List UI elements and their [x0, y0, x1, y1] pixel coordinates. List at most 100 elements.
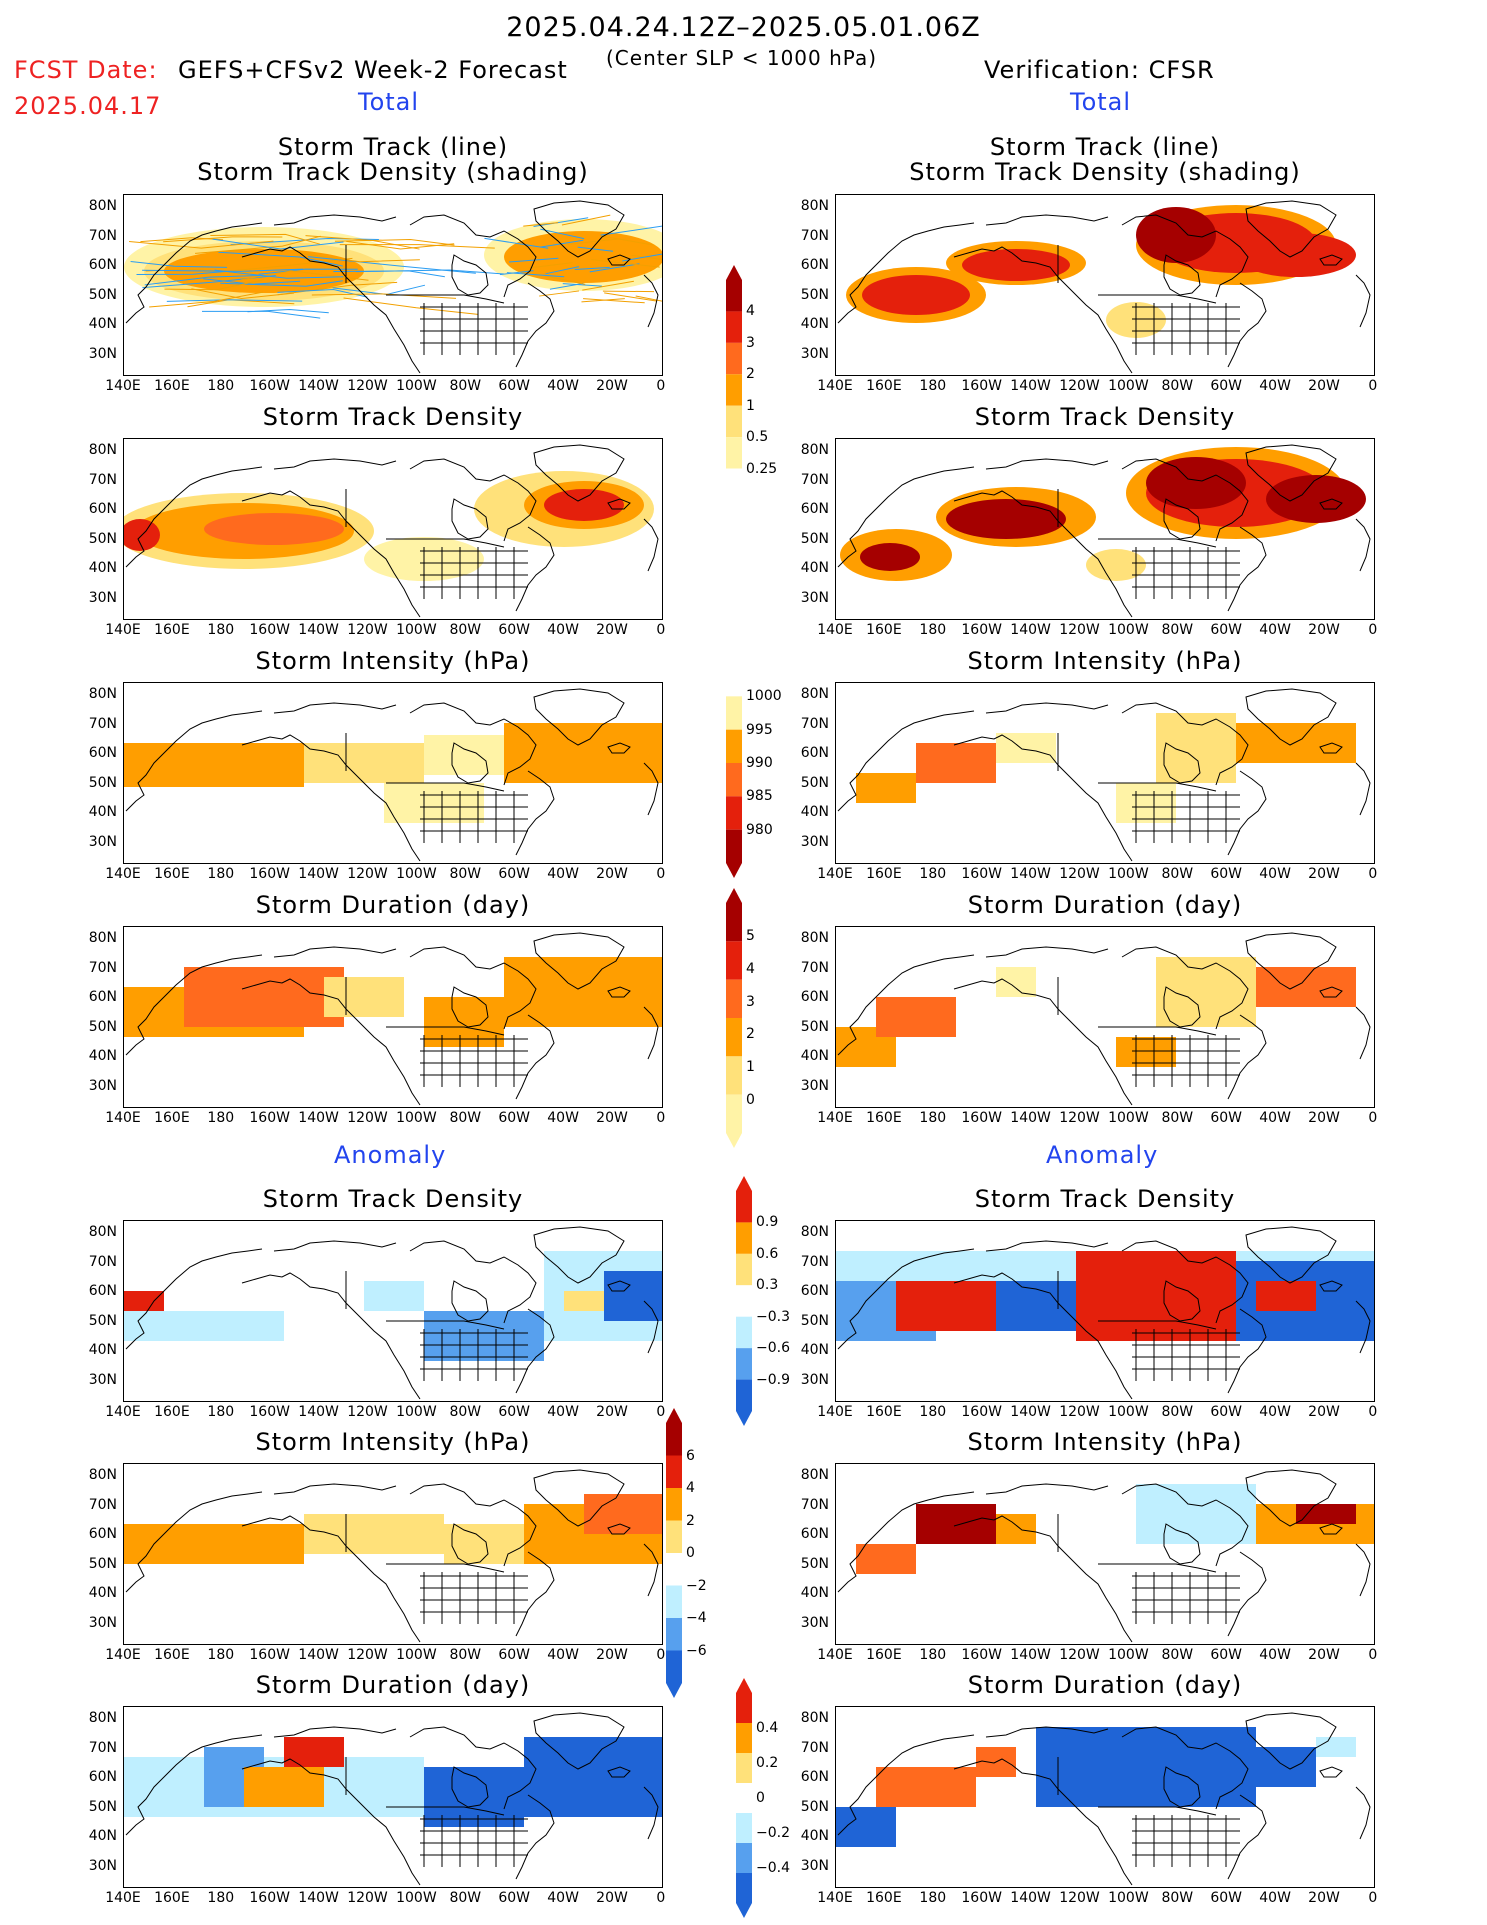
colorbar-segment — [736, 1222, 752, 1254]
lat-label: 60N — [800, 745, 829, 761]
coastline — [1319, 254, 1343, 266]
coastline — [837, 222, 975, 324]
colorbar-label: 3 — [746, 993, 755, 1010]
coastline — [1355, 274, 1371, 328]
anomaly-block — [424, 1311, 544, 1361]
lon-label: 160W — [249, 622, 290, 638]
track-line — [220, 280, 343, 287]
coastline — [1121, 458, 1249, 542]
coastline — [273, 1240, 397, 1252]
lon-label: 80W — [1161, 1890, 1194, 1906]
track-line — [218, 251, 344, 267]
colorbar-label: 0.9 — [756, 1214, 779, 1231]
colorbar-label: −6 — [686, 1642, 707, 1659]
lon-label: 160W — [249, 1647, 290, 1663]
lon-label: 80W — [1161, 1647, 1194, 1663]
coastline — [409, 214, 537, 298]
colorbar-label: 3 — [746, 334, 755, 351]
coastline — [451, 254, 489, 296]
lat-label: 30N — [88, 1614, 117, 1631]
coastline — [953, 1758, 1133, 1886]
anomaly-block — [364, 1281, 424, 1311]
duration-block — [184, 967, 344, 1027]
colorbar-segment — [726, 374, 742, 406]
coastline — [643, 274, 659, 328]
lon-label: 20W — [1308, 622, 1340, 638]
anomaly-block — [304, 1514, 444, 1554]
lon-label: 80W — [449, 1647, 482, 1663]
track-line — [305, 235, 420, 250]
colorbar-duration-anom — [730, 1678, 760, 1918]
track-line — [212, 238, 344, 250]
colorbar-label: 1000 — [746, 688, 782, 705]
lat-label: 80N — [88, 442, 117, 458]
colorbar-segment — [726, 437, 742, 469]
intensity-block — [384, 783, 484, 823]
lon-label: 40W — [1259, 1647, 1291, 1663]
lat-label: 80N — [88, 1710, 117, 1726]
lat-label: 80N — [88, 1224, 117, 1240]
coastline — [533, 1469, 625, 1527]
lat-label: 50N — [800, 1798, 829, 1815]
lon-label: 80W — [449, 1404, 482, 1420]
lat-label: 80N — [88, 1467, 117, 1483]
lon-label: 20W — [596, 622, 628, 638]
lat-label: 50N — [800, 286, 829, 303]
lon-label: 60W — [498, 378, 531, 394]
track-line — [334, 239, 455, 246]
colorbar-arrow — [726, 265, 742, 280]
colorbar-segment — [666, 1585, 682, 1618]
lon-label: 0 — [656, 866, 666, 882]
lon-label: 60W — [1210, 1110, 1243, 1126]
colorbar-segment — [726, 311, 742, 343]
lon-label: 140W — [298, 1404, 339, 1420]
coastline — [1098, 294, 1217, 304]
track-line — [195, 235, 321, 254]
track-line — [506, 272, 565, 278]
colorbar-segment — [666, 1618, 682, 1651]
coastline — [1319, 742, 1343, 754]
map-panel-trackR — [835, 194, 1375, 376]
lon-label: 160W — [249, 378, 290, 394]
coastline — [125, 710, 263, 812]
coastline — [125, 954, 263, 1056]
lon-label: 20W — [596, 1404, 628, 1420]
coastline — [533, 1226, 625, 1284]
track-line — [210, 233, 321, 245]
lat-label: 30N — [88, 345, 117, 362]
coastline — [985, 702, 1109, 714]
track-line — [602, 290, 655, 293]
coastline — [1355, 1543, 1371, 1597]
track-line — [533, 217, 589, 228]
lon-label: 160E — [154, 866, 190, 882]
lat-label: 30N — [800, 1371, 829, 1388]
lon-label: 120W — [347, 1890, 388, 1906]
colorbar-segment — [726, 1056, 742, 1095]
lat-label: 80N — [800, 686, 829, 702]
lon-label: 20W — [1308, 378, 1340, 394]
lon-label: 180 — [207, 866, 235, 882]
lon-label: 180 — [207, 378, 235, 394]
coastline — [386, 1806, 505, 1816]
colorbar-label: 0.5 — [746, 429, 769, 446]
coastline — [241, 246, 421, 374]
coastline — [451, 986, 489, 1028]
colorbar-label: 0.3 — [756, 1277, 779, 1294]
coastline — [125, 466, 263, 568]
lat-label: 50N — [88, 530, 117, 547]
coastline — [409, 1483, 537, 1567]
coastline — [386, 1563, 505, 1573]
lon-label: 140W — [298, 1890, 339, 1906]
lat-label: 70N — [88, 959, 117, 976]
lon-label: 20W — [1308, 1110, 1340, 1126]
lon-label: 60W — [498, 866, 531, 882]
coastline — [1163, 254, 1201, 296]
lon-label: 80W — [1161, 378, 1194, 394]
anomaly-block — [124, 1524, 304, 1564]
lon-label: 100W — [396, 1647, 437, 1663]
coastline — [386, 1320, 505, 1330]
lat-label: 40N — [800, 1585, 829, 1601]
colorbar-segment — [726, 696, 742, 730]
coastline — [1227, 526, 1267, 612]
lat-label: 50N — [88, 1555, 117, 1572]
